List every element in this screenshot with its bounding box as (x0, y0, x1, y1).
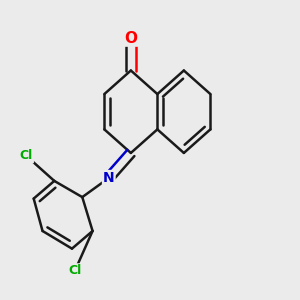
Text: N: N (103, 171, 115, 185)
Text: O: O (124, 31, 137, 46)
Text: Cl: Cl (68, 264, 82, 277)
Text: Cl: Cl (20, 149, 33, 162)
